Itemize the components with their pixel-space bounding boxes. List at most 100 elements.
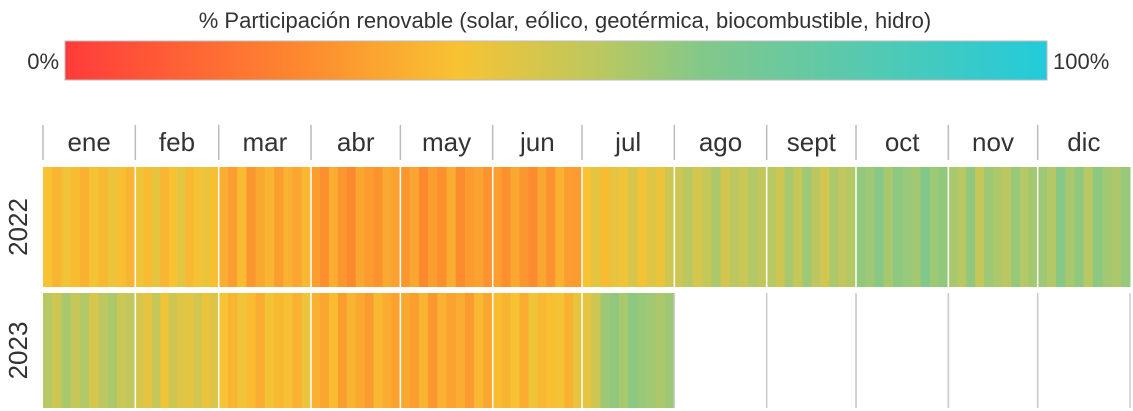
month-label: jun bbox=[519, 127, 555, 157]
heat-cell bbox=[193, 293, 203, 408]
heat-cell bbox=[573, 293, 583, 408]
heat-cell bbox=[98, 167, 109, 287]
month-label: mar bbox=[242, 127, 287, 157]
heat-cell bbox=[89, 293, 99, 408]
heat-cell bbox=[292, 293, 303, 408]
heat-cell bbox=[274, 167, 284, 287]
heat-cell bbox=[838, 167, 848, 287]
heat-cell bbox=[283, 293, 294, 408]
heat-cell bbox=[492, 167, 503, 287]
heat-cell bbox=[446, 293, 457, 408]
month-label: sept bbox=[787, 127, 837, 157]
heat-cell bbox=[820, 167, 830, 287]
heat-cell bbox=[757, 167, 768, 287]
heat-cell bbox=[428, 293, 438, 408]
heat-cell bbox=[847, 167, 857, 287]
heat-cell bbox=[185, 293, 195, 408]
heat-cell bbox=[1028, 167, 1039, 287]
heat-cell bbox=[665, 293, 675, 408]
heat-cell bbox=[1065, 167, 1076, 287]
heat-cell bbox=[920, 167, 931, 287]
heat-cell bbox=[665, 167, 675, 287]
heat-cell bbox=[609, 293, 620, 408]
heat-cell bbox=[546, 293, 556, 408]
heat-cell bbox=[409, 167, 420, 287]
heat-cell bbox=[255, 167, 266, 287]
heat-cell bbox=[319, 167, 330, 287]
heat-cell bbox=[143, 167, 153, 287]
heat-cell bbox=[646, 293, 657, 408]
month-label: ago bbox=[699, 127, 742, 157]
heat-cell bbox=[382, 293, 392, 408]
heat-cell bbox=[210, 167, 220, 287]
heat-cell bbox=[177, 167, 186, 287]
heat-cell bbox=[328, 293, 339, 408]
heat-cell bbox=[883, 167, 894, 287]
heat-cell bbox=[993, 167, 1003, 287]
heat-cell bbox=[492, 293, 503, 408]
heat-cell bbox=[79, 293, 90, 408]
heat-cell bbox=[355, 167, 366, 287]
heat-cell bbox=[510, 167, 520, 287]
heat-cell bbox=[337, 293, 348, 408]
heat-cell bbox=[43, 167, 53, 287]
heat-cell bbox=[600, 167, 611, 287]
heat-cell bbox=[202, 167, 211, 287]
heat-cell bbox=[246, 167, 257, 287]
heat-cell bbox=[582, 293, 592, 408]
heat-cell bbox=[1102, 167, 1113, 287]
heat-cell bbox=[802, 167, 812, 287]
heat-cell bbox=[1037, 167, 1048, 287]
heat-cell bbox=[292, 167, 303, 287]
heat-cell bbox=[564, 293, 574, 408]
heat-cell bbox=[474, 167, 484, 287]
heat-cell bbox=[391, 293, 401, 408]
heat-cell bbox=[391, 167, 401, 287]
heat-cell bbox=[618, 293, 629, 408]
heat-cell bbox=[418, 167, 429, 287]
heat-cell bbox=[89, 167, 99, 287]
heat-cell bbox=[555, 167, 565, 287]
heat-cell bbox=[1010, 167, 1021, 287]
heat-cell bbox=[177, 293, 186, 408]
heat-cell bbox=[283, 167, 294, 287]
heat-cell bbox=[355, 293, 366, 408]
heat-cell bbox=[464, 167, 475, 287]
heat-cell bbox=[135, 293, 145, 408]
heat-cell bbox=[135, 167, 145, 287]
heat-cell bbox=[79, 167, 90, 287]
heat-cell bbox=[1056, 167, 1066, 287]
heat-cell bbox=[264, 293, 275, 408]
heat-cell bbox=[537, 167, 547, 287]
heat-cell bbox=[957, 167, 967, 287]
heat-cell bbox=[98, 293, 109, 408]
heat-cell bbox=[70, 167, 81, 287]
heat-cell bbox=[116, 293, 127, 408]
heat-cell bbox=[711, 167, 722, 287]
heat-cell bbox=[346, 167, 357, 287]
colorbar bbox=[64, 40, 1048, 81]
heat-cell bbox=[646, 167, 657, 287]
heat-cell bbox=[237, 167, 247, 287]
heat-cell bbox=[70, 293, 81, 408]
heat-cell bbox=[52, 293, 62, 408]
colorbar-title: % Participación renovable (solar, eólico… bbox=[199, 8, 931, 33]
heat-cell bbox=[160, 167, 170, 287]
heat-cell bbox=[501, 167, 512, 287]
heat-cell bbox=[455, 167, 466, 287]
heat-cell bbox=[537, 293, 547, 408]
heat-cell bbox=[655, 293, 666, 408]
heat-cell bbox=[683, 167, 694, 287]
heat-cell bbox=[400, 167, 411, 287]
heat-cell bbox=[202, 293, 211, 408]
heat-cell bbox=[1046, 167, 1057, 287]
heat-cell bbox=[528, 167, 538, 287]
year-label: 2023 bbox=[3, 322, 33, 380]
heat-cell bbox=[591, 167, 601, 287]
heat-cell bbox=[364, 167, 375, 287]
heat-cell bbox=[546, 167, 556, 287]
heat-cell bbox=[892, 167, 903, 287]
heat-cell bbox=[274, 293, 284, 408]
heat-cell bbox=[874, 167, 885, 287]
